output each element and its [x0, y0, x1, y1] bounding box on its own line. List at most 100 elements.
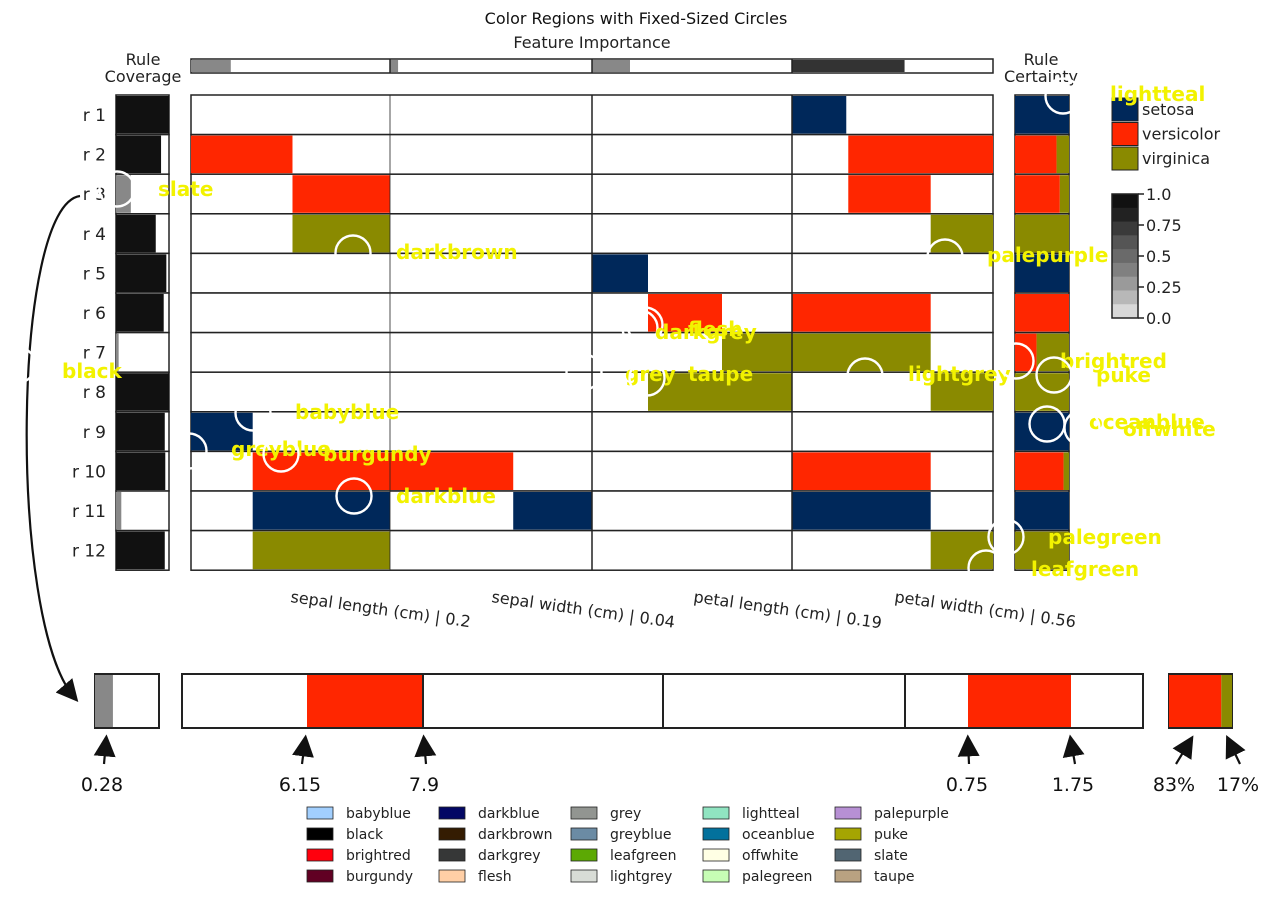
circle-label-black: black — [62, 359, 123, 383]
highlight-sepal-range — [307, 675, 423, 727]
annotation-label-4: 1.75 — [1052, 774, 1094, 796]
color-swatch-taupe — [834, 869, 862, 883]
feature-importance-bar — [190, 58, 994, 74]
circle-label-darkgrey: darkgrey — [655, 320, 757, 344]
class-label-setosa: setosa — [1142, 100, 1194, 119]
coverage-header: Rule Coverage — [105, 50, 182, 86]
certainty-bar-7-1 — [1036, 333, 1069, 372]
row-label-10: r 10 — [72, 462, 106, 482]
annotation-label-2: 7.9 — [409, 774, 439, 796]
circle-marker-greyblue — [170, 432, 208, 470]
color-name-darkgrey: darkgrey — [478, 848, 541, 864]
class-legend: setosa versicolor virginica — [1111, 97, 1220, 171]
color-swatch-oceanblue — [702, 827, 730, 841]
circle-marker-taupe — [628, 359, 666, 397]
certainty-bar-9-0 — [1015, 412, 1069, 451]
circle-label-palegreen: palegreen — [1048, 525, 1162, 549]
certainty-bar-2-1 — [1056, 135, 1069, 174]
row-label-8: r 8 — [83, 383, 106, 403]
rule-matrix — [190, 94, 994, 571]
circle-label-offwhite: offwhite — [1123, 417, 1216, 441]
colorbar: 1.0 0.75 0.5 0.25 0.0 — [1111, 185, 1182, 328]
color-swatch-black — [306, 827, 334, 841]
color-name-palegreen: palegreen — [742, 869, 812, 885]
color-name-black: black — [346, 827, 384, 843]
certainty-column — [1014, 94, 1070, 571]
color-swatch-burgundy — [306, 869, 334, 883]
certainty-bar-10-1 — [1063, 452, 1069, 490]
circle-label-flesh: flesh — [688, 317, 743, 341]
row-label-11: r 11 — [72, 502, 106, 522]
feature-label-0: sepal length (cm) | 0.2 — [289, 587, 472, 631]
circle-marker-darkgrey — [621, 309, 659, 347]
certainty-bar-4-0 — [1015, 214, 1069, 253]
circle-marker-lightgrey — [846, 357, 884, 395]
coverage-bar-8 — [116, 373, 169, 411]
class-swatch-virginica — [1111, 146, 1139, 171]
annotation-arrow-6 — [1225, 735, 1246, 765]
circle-label-darkblue: darkblue — [396, 484, 496, 508]
importance-3 — [792, 60, 905, 72]
matrix-cell-16 — [390, 452, 514, 490]
color-name-lightgrey: lightgrey — [610, 869, 672, 885]
colorbar-tick-label-0: 1.0 — [1146, 185, 1171, 204]
importance-0 — [191, 60, 231, 72]
matrix-cell-14 — [191, 412, 253, 451]
circle-marker-brightred — [997, 342, 1035, 380]
chart-title: Color Regions with Fixed-Sized Circles — [485, 9, 788, 28]
highlight-certainty-versicolor — [1169, 675, 1222, 727]
certainty-bar-3-0 — [1015, 175, 1060, 213]
color-name-puke: puke — [874, 827, 908, 843]
color-name-darkblue: darkblue — [478, 806, 540, 822]
matrix-cell-12 — [648, 373, 792, 411]
circle-marker-grey — [565, 353, 603, 391]
circle-label-babyblue: babyblue — [295, 400, 399, 424]
circle-label-leafgreen: leafgreen — [1031, 557, 1139, 581]
annotation-arrow-5 — [1172, 735, 1194, 765]
color-name-leafgreen: leafgreen — [610, 848, 676, 864]
annotation-arrow-4 — [1062, 734, 1085, 765]
matrix-cell-0 — [792, 96, 847, 134]
colorbar-band-8 — [1112, 304, 1138, 319]
color-swatch-offwhite — [702, 848, 730, 862]
annotation-arrow-0 — [93, 734, 116, 765]
annotation-arrow-3 — [957, 734, 980, 765]
circle-marker-lightteal — [1044, 77, 1082, 115]
color-name-burgundy: burgundy — [346, 869, 413, 885]
color-swatch-palegreen — [702, 869, 730, 883]
circle-label-greyblue: greyblue — [231, 437, 331, 461]
circle-marker-offwhite — [1063, 409, 1101, 447]
color-swatch-puke — [834, 827, 862, 841]
circle-marker-babyblue — [234, 394, 272, 432]
circle-label-lightteal: lightteal — [1110, 82, 1205, 106]
color-name-oceanblue: oceanblue — [742, 827, 815, 843]
matrix-cell-19 — [513, 492, 592, 530]
coverage-cell-11 — [115, 490, 170, 532]
certainty-header: Rule Certainty — [1004, 50, 1078, 86]
annotation-arrow-1 — [292, 734, 314, 765]
circle-marker-palepurple — [926, 238, 964, 276]
class-label-virginica: virginica — [1142, 149, 1210, 168]
color-swatch-lightgrey — [570, 869, 598, 883]
circle-marker-flesh — [626, 306, 664, 344]
color-swatch-leafgreen — [570, 848, 598, 862]
colorbar-band-1 — [1112, 207, 1138, 223]
colorbar-tick-label-2: 0.5 — [1146, 247, 1171, 266]
coverage-bar-5 — [116, 254, 167, 292]
circle-label-palepurple: palepurple — [987, 243, 1108, 267]
highlight-certainty-virginica — [1221, 675, 1232, 727]
color-swatch-grey — [570, 806, 598, 820]
color-name-brightred: brightred — [346, 848, 411, 864]
colorbar-band-4 — [1112, 249, 1138, 264]
coverage-bar-4 — [116, 214, 156, 253]
class-swatch-versicolor — [1111, 122, 1139, 146]
color-name-darkbrown: darkbrown — [478, 827, 553, 843]
certainty-bar-6-0 — [1015, 294, 1069, 332]
coverage-bar-7 — [116, 333, 119, 372]
feature-label-3: petal width (cm) | 0.56 — [893, 587, 1077, 631]
color-swatch-darkgrey — [438, 848, 466, 862]
color-swatch-darkblue — [438, 806, 466, 820]
color-name-flesh: flesh — [478, 869, 512, 885]
class-label-versicolor: versicolor — [1142, 125, 1220, 144]
